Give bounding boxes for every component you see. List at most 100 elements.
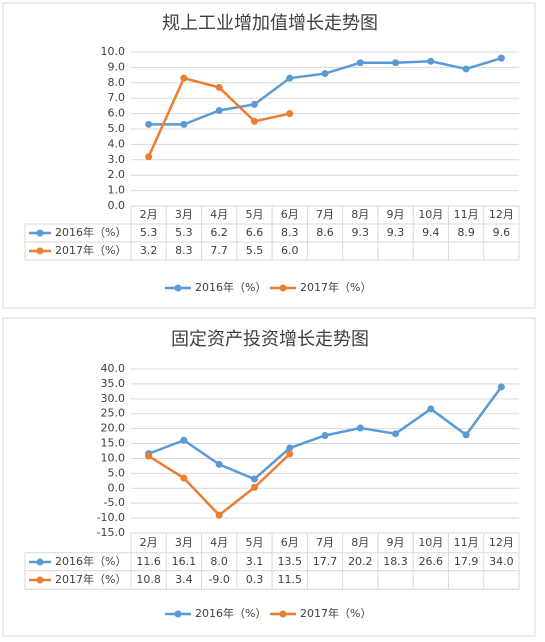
table-cell: 34.0 — [489, 555, 514, 568]
data-point — [250, 483, 258, 491]
x-tick-label: 6月 — [281, 536, 299, 549]
table-cell: 13.5 — [277, 555, 302, 568]
data-point — [180, 436, 188, 444]
data-point — [497, 383, 505, 391]
table-cell: 3.1 — [246, 555, 264, 568]
data-point — [215, 83, 223, 91]
table-cell: 11.5 — [277, 573, 302, 586]
y-tick-label: 5.0 — [108, 122, 126, 135]
table-cell: 9.3 — [352, 226, 370, 239]
table-cell: 16.1 — [172, 555, 197, 568]
x-tick-label: 10月 — [418, 208, 443, 221]
chart-frame — [2, 2, 536, 309]
legend-swatch — [36, 247, 44, 255]
y-tick-label: 8.0 — [108, 76, 126, 89]
x-tick-label: 11月 — [454, 536, 479, 549]
table-row-label: 2016年（%） — [55, 554, 126, 568]
chart-frame — [2, 317, 536, 637]
table-cell: -9.0 — [208, 573, 229, 586]
y-tick-label: 6.0 — [108, 107, 126, 120]
y-tick-label: 30.0 — [101, 392, 126, 405]
data-point — [215, 460, 223, 468]
table-cell: 3.4 — [175, 573, 193, 586]
legend-swatch — [174, 284, 182, 292]
data-point — [250, 117, 258, 125]
x-tick-label: 4月 — [210, 208, 228, 221]
data-point — [250, 100, 258, 108]
table-cell: 5.5 — [246, 244, 264, 257]
y-tick-label: 10.0 — [101, 45, 126, 58]
data-point — [321, 431, 329, 439]
table-cell: 3.2 — [140, 244, 158, 257]
y-tick-label: 10.0 — [101, 451, 126, 464]
data-point — [356, 59, 364, 67]
data-point — [462, 431, 470, 439]
data-point — [145, 452, 153, 460]
x-tick-label: 2月 — [140, 536, 158, 549]
x-tick-label: 10月 — [418, 536, 443, 549]
x-tick-label: 3月 — [175, 536, 193, 549]
table-cell: 17.9 — [454, 555, 479, 568]
data-point — [392, 59, 400, 67]
data-point — [250, 475, 258, 483]
y-tick-label: 15.0 — [101, 437, 126, 450]
table-row-label: 2017年（%） — [55, 243, 126, 257]
x-tick-label: 8月 — [351, 536, 369, 549]
table-cell: 8.3 — [281, 226, 299, 239]
data-point — [286, 110, 294, 118]
chart-title: 规上工业增加值增长走势图 — [162, 13, 378, 34]
y-tick-label: 0.0 — [108, 199, 126, 212]
x-tick-label: 3月 — [175, 208, 193, 221]
table-cell: 20.2 — [348, 555, 373, 568]
legend-label: 2016年（%） — [195, 606, 266, 620]
x-tick-label: 5月 — [245, 208, 263, 221]
x-tick-label: 6月 — [281, 208, 299, 221]
table-cell: 5.3 — [140, 226, 158, 239]
data-point — [497, 54, 505, 62]
x-tick-label: 11月 — [454, 208, 479, 221]
legend-swatch — [36, 229, 44, 237]
legend-swatch — [174, 610, 182, 618]
table-cell: 18.3 — [383, 555, 408, 568]
chart-title: 固定资产投资增长走势图 — [171, 329, 369, 350]
legend-swatch — [36, 558, 44, 566]
legend-label: 2017年（%） — [300, 606, 371, 620]
y-tick-label: 4.0 — [108, 137, 126, 150]
y-tick-label: 3.0 — [108, 153, 126, 166]
x-tick-label: 5月 — [245, 536, 263, 549]
data-point — [286, 444, 294, 452]
x-tick-label: 4月 — [210, 536, 228, 549]
table-row-label: 2016年（%） — [55, 225, 126, 239]
legend-label: 2016年（%） — [195, 280, 266, 294]
table-cell: 17.7 — [313, 555, 338, 568]
table-cell: 8.9 — [457, 226, 475, 239]
table-cell: 5.3 — [175, 226, 193, 239]
legend-swatch — [279, 284, 287, 292]
y-tick-label: 2.0 — [108, 168, 126, 181]
data-point — [356, 424, 364, 432]
table-cell: 6.6 — [246, 226, 264, 239]
table-cell: 8.3 — [175, 244, 193, 257]
data-point — [215, 511, 223, 519]
y-tick-label: 25.0 — [101, 407, 126, 420]
table-cell: 9.6 — [493, 226, 511, 239]
table-cell: 10.8 — [136, 573, 161, 586]
table-row-label: 2017年（%） — [55, 572, 126, 586]
data-point — [462, 65, 470, 73]
table-cell: 8.6 — [316, 226, 334, 239]
legend-label: 2017年（%） — [300, 280, 371, 294]
data-point — [321, 70, 329, 78]
table-cell: 26.6 — [419, 555, 444, 568]
y-tick-label: 7.0 — [108, 91, 126, 104]
data-point — [180, 474, 188, 482]
y-tick-label: 20.0 — [101, 422, 126, 435]
y-tick-label: -15.0 — [97, 526, 125, 539]
x-tick-label: 8月 — [351, 208, 369, 221]
x-tick-label: 9月 — [387, 208, 405, 221]
data-point — [180, 74, 188, 82]
data-point — [392, 430, 400, 438]
y-tick-label: 1.0 — [108, 184, 126, 197]
y-tick-label: -5.0 — [104, 496, 125, 509]
x-tick-label: 9月 — [387, 536, 405, 549]
